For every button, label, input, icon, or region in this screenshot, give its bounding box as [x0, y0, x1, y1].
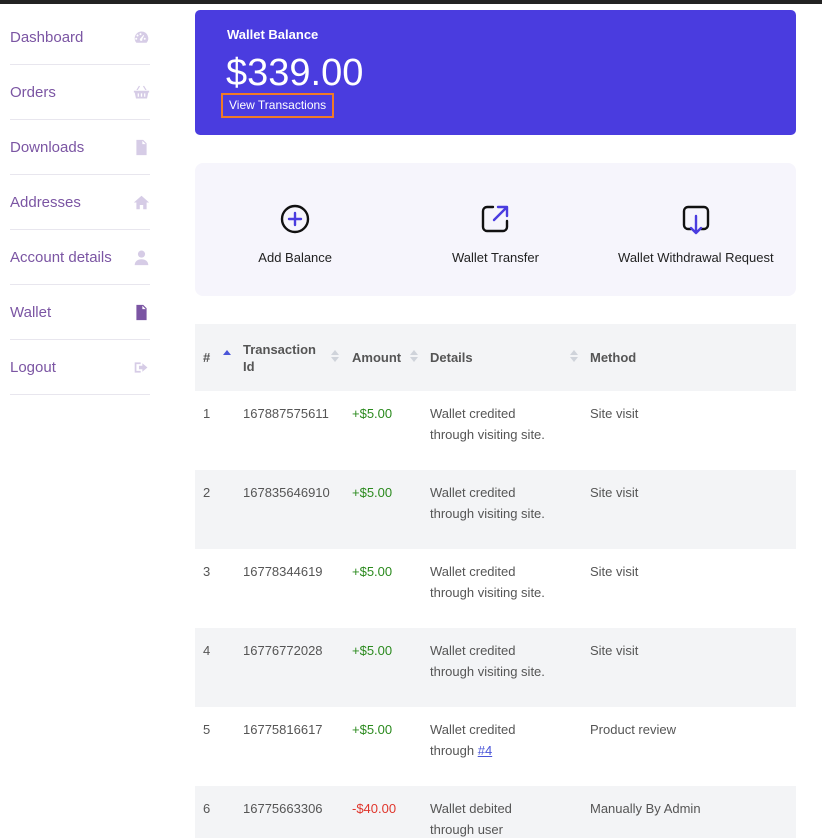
wallet-actions-panel: Add Balance Wallet Transfer Wallet Withd… [195, 163, 796, 296]
cell-details: Wallet credited through #4 [430, 722, 516, 758]
table-header: # Transaction Id Amount Details Method [195, 324, 796, 391]
cell-amount: +$5.00 [352, 564, 393, 579]
table-row: 4 16776772028 +$5.00 Wallet credited thro… [195, 628, 796, 707]
sidebar-item-downloads[interactable]: Downloads [10, 120, 150, 175]
sign-out-icon [132, 358, 150, 376]
cell-transaction-id: 16775663306 [243, 801, 323, 816]
dashboard-gauge-icon [132, 28, 150, 46]
wallet-balance-card: Wallet Balance $339.00 View Transactions [195, 10, 796, 135]
wallet-withdrawal-label: Wallet Withdrawal Request [618, 250, 774, 265]
cell-method: Site visit [590, 643, 639, 658]
cell-number: 6 [203, 801, 211, 816]
sidebar-item-label: Orders [10, 83, 56, 101]
wallet-transfer-label: Wallet Transfer [452, 250, 539, 265]
cell-number: 1 [203, 406, 211, 421]
cell-details: Wallet credited through visiting site. [430, 643, 545, 679]
sidebar-item-label: Account details [10, 248, 112, 266]
add-balance-button[interactable]: Add Balance [195, 163, 395, 296]
sort-icon [223, 350, 231, 357]
sidebar-item-label: Downloads [10, 138, 85, 156]
sidebar-item-label: Logout [10, 358, 56, 376]
sort-icon [331, 350, 339, 362]
cell-transaction-id: 16775816617 [243, 722, 323, 737]
cell-method: Product review [590, 722, 676, 737]
sidebar-item-label: Addresses [10, 193, 81, 211]
cell-method: Site visit [590, 485, 639, 500]
sidebar-item-label: Wallet [10, 303, 52, 321]
sidebar-item-label: Dashboard [10, 28, 84, 46]
cell-transaction-id: 16776772028 [243, 643, 323, 658]
wallet-withdrawal-button[interactable]: Wallet Withdrawal Request [596, 163, 796, 296]
table-row: 6 16775663306 -$40.00 Wallet debited thro… [195, 786, 796, 838]
cell-amount: +$5.00 [352, 485, 393, 500]
wallet-balance-amount: $339.00 [226, 52, 364, 94]
cell-method: Manually By Admin [590, 801, 701, 816]
sort-icon [570, 350, 578, 362]
column-header-details[interactable]: Details [422, 324, 582, 391]
cell-amount: +$5.00 [352, 722, 393, 737]
cell-transaction-id: 167887575611 [243, 406, 329, 421]
view-transactions-link[interactable]: View Transactions [221, 93, 335, 118]
cell-number: 5 [203, 722, 211, 737]
account-navigation: Dashboard Orders Downloads Addresses Acc… [10, 10, 150, 395]
sidebar-item-addresses[interactable]: Addresses [10, 175, 150, 230]
cell-transaction-id: 16778344619 [243, 564, 323, 579]
wallet-balance-title: Wallet Balance [227, 27, 319, 42]
user-icon [132, 248, 150, 266]
sidebar-item-dashboard[interactable]: Dashboard [10, 10, 150, 65]
cell-details: Wallet credited through visiting site. [430, 406, 545, 442]
table-row: 1 167887575611 +$5.00 Wallet credited thr… [195, 391, 796, 470]
column-header-amount[interactable]: Amount [343, 324, 422, 391]
column-header-method[interactable]: Method [590, 350, 637, 365]
cell-transaction-id: 167835646910 [243, 485, 330, 500]
column-header-number[interactable]: # [195, 324, 235, 391]
wallet-transfer-button[interactable]: Wallet Transfer [395, 163, 595, 296]
file-icon [132, 303, 150, 321]
cell-details: Wallet credited through visiting site. [430, 485, 545, 521]
plus-circle-icon [280, 204, 310, 234]
sidebar-item-account-details[interactable]: Account details [10, 230, 150, 285]
cell-amount: -$40.00 [352, 801, 397, 816]
sidebar-item-orders[interactable]: Orders [10, 65, 150, 120]
sort-icon [410, 350, 418, 362]
home-icon [132, 193, 150, 211]
order-link[interactable]: #4 [477, 743, 493, 758]
table-row: 2 167835646910 +$5.00 Wallet credited thr… [195, 470, 796, 549]
sidebar-item-wallet[interactable]: Wallet [10, 285, 150, 340]
cell-amount: +$5.00 [352, 643, 393, 658]
basket-icon [132, 83, 150, 101]
cell-amount: +$5.00 [352, 406, 393, 421]
add-balance-label: Add Balance [258, 250, 333, 265]
file-download-icon [132, 138, 150, 156]
table-row: 3 16778344619 +$5.00 Wallet credited thro… [195, 549, 796, 628]
cell-number: 3 [203, 564, 211, 579]
cell-number: 4 [203, 643, 211, 658]
top-bar [0, 0, 822, 4]
sidebar-item-logout[interactable]: Logout [10, 340, 150, 395]
transactions-table: # Transaction Id Amount Details Method 1… [195, 324, 796, 838]
transfer-icon [482, 205, 509, 233]
column-header-transaction-id[interactable]: Transaction Id [235, 324, 343, 391]
withdraw-icon [682, 205, 710, 235]
cell-method: Site visit [590, 406, 639, 421]
cell-method: Site visit [590, 564, 639, 579]
cell-number: 2 [203, 485, 211, 500]
cell-details: Wallet credited through visiting site. [430, 564, 545, 600]
table-row: 5 16775816617 +$5.00 Wallet credited thro… [195, 707, 796, 786]
cell-details: Wallet debited through user [430, 801, 512, 837]
